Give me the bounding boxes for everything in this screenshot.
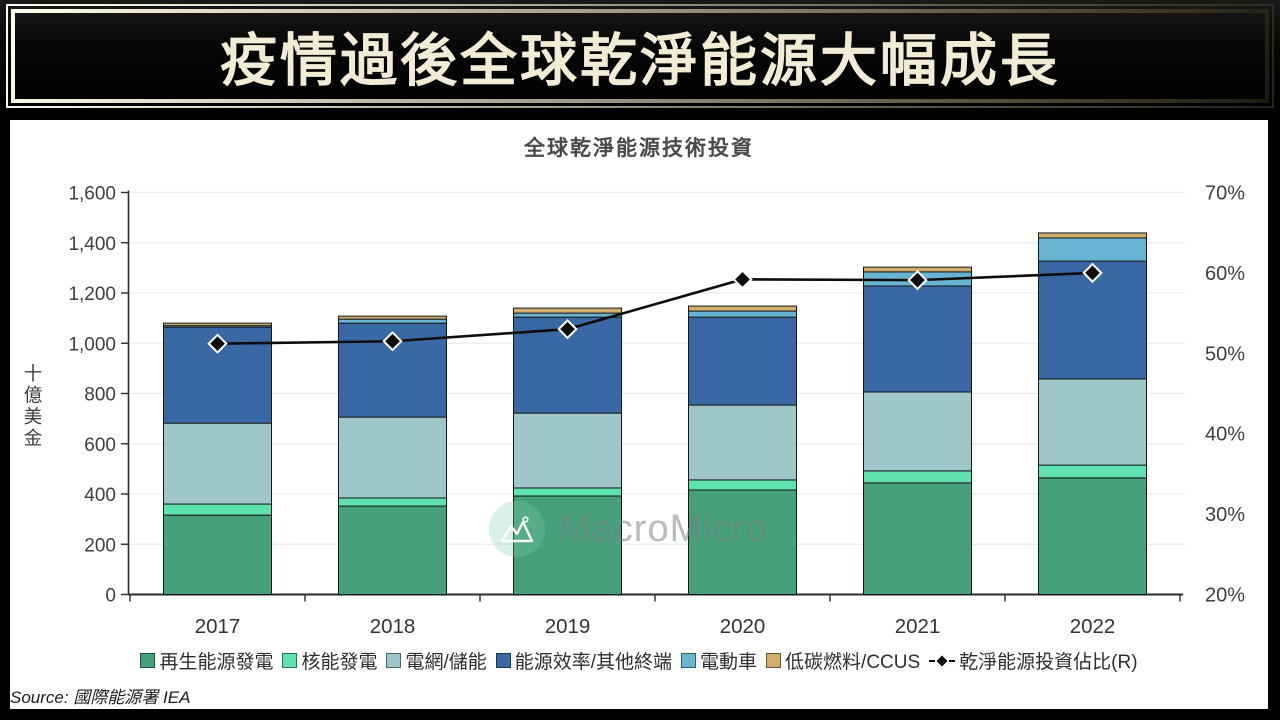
bar-segment-2022-低碳燃料/CCUS[interactable] xyxy=(1038,232,1147,239)
legend-label: 電網/儲能 xyxy=(405,652,487,673)
bar-segment-2020-低碳燃料/CCUS[interactable] xyxy=(688,305,797,312)
x-axis-year-label: 2020 xyxy=(720,615,766,638)
legend-swatch-icon xyxy=(282,653,298,668)
legend-label: 能源效率/其他終端 xyxy=(514,652,673,673)
bar-segment-2021-能源效率/其他終端[interactable] xyxy=(863,285,972,393)
share-line xyxy=(217,271,1093,345)
watermark-text: MacroMicro xyxy=(559,507,768,550)
bar-segment-2020-電網/儲能[interactable] xyxy=(688,404,797,481)
right-axis-tick: 40% xyxy=(1205,424,1245,446)
left-axis-tick: 400 xyxy=(84,485,116,506)
bar-segment-2020-能源效率/其他終端[interactable] xyxy=(688,316,797,406)
bar-segment-2019-再生能源發電[interactable] xyxy=(513,495,622,596)
left-axis-tick: 600 xyxy=(84,435,116,456)
left-axis-title-char: 十 xyxy=(24,363,43,384)
bar-segment-2019-電網/儲能[interactable] xyxy=(513,412,622,489)
stacked-bars xyxy=(163,232,1147,596)
bar-segment-2019-電動車[interactable] xyxy=(513,312,622,318)
bar-segment-2017-再生能源發電[interactable] xyxy=(163,514,272,595)
x-axis-year-label: 2017 xyxy=(195,615,241,638)
legend-swatch-icon xyxy=(495,653,511,668)
left-axis-title-char: 億 xyxy=(24,385,43,406)
x-axis-year-label: 2021 xyxy=(895,615,941,638)
bar-segment-2018-電動車[interactable] xyxy=(338,318,447,324)
share-diamond-2020[interactable] xyxy=(732,269,753,290)
left-axis-tick: 1,400 xyxy=(68,234,116,255)
legend-swatch-icon xyxy=(386,653,402,668)
legend-item-電網/儲能[interactable]: 電網/儲能 xyxy=(386,647,487,674)
legend-item-低碳燃料/CCUS[interactable]: 低碳燃料/CCUS xyxy=(766,647,920,674)
left-axis-tick: 0 xyxy=(105,586,116,607)
bar-segment-2018-核能發電[interactable] xyxy=(338,497,447,507)
bar-segment-2017-核能發電[interactable] xyxy=(163,503,272,516)
right-axis-tick: 30% xyxy=(1205,504,1245,526)
bar-segment-2018-低碳燃料/CCUS[interactable] xyxy=(338,315,447,320)
left-axis-title-char: 美 xyxy=(24,406,43,427)
legend-item-再生能源發電[interactable]: 再生能源發電 xyxy=(140,647,273,674)
legend-swatch-icon xyxy=(140,653,156,668)
page-title: 疫情過後全球乾淨能源大幅成長 xyxy=(220,29,1060,93)
bar-segment-2022-電動車[interactable] xyxy=(1038,237,1147,262)
x-axis-year-label: 2019 xyxy=(545,615,591,638)
bar-segment-2018-再生能源發電[interactable] xyxy=(338,505,447,595)
axes xyxy=(121,190,1183,602)
source-note: Source: 國際能源署 IEA xyxy=(10,688,191,707)
legend-label: 低碳燃料/CCUS xyxy=(785,652,921,673)
bar-segment-2022-核能發電[interactable] xyxy=(1038,464,1147,479)
share-diamond-2018[interactable] xyxy=(382,331,403,352)
gridlines xyxy=(130,191,1185,545)
legend-diamond-marker-icon xyxy=(929,654,956,668)
bar-segment-2018-電網/儲能[interactable] xyxy=(338,416,447,499)
bar-segment-2019-核能發電[interactable] xyxy=(513,487,622,497)
legend-swatch-icon xyxy=(766,653,782,668)
legend-label: 電動車 xyxy=(700,652,758,673)
legend-label: 乾淨能源投資佔比(R) xyxy=(959,652,1138,673)
legend-swatch-icon xyxy=(681,653,697,668)
share-diamond-2022[interactable] xyxy=(1082,262,1103,284)
bar-segment-2020-電動車[interactable] xyxy=(688,310,797,318)
bar-segment-2020-再生能源發電[interactable] xyxy=(688,489,797,596)
share-line-series xyxy=(207,262,1103,354)
left-axis-title-char: 金 xyxy=(24,428,43,449)
chart-legend: 再生能源發電 核能發電 電網/儲能 能源效率/其他終端 電動車 低碳燃料/CCUS 乾淨能源… xyxy=(10,647,1268,674)
bar-segment-2021-再生能源發電[interactable] xyxy=(863,482,972,596)
legend-item-乾淨能源投資佔比(R)[interactable]: 乾淨能源投資佔比(R) xyxy=(929,647,1138,674)
bar-segment-2022-電網/儲能[interactable] xyxy=(1038,378,1147,466)
share-diamond-2019[interactable] xyxy=(557,318,578,340)
bar-segment-2017-低碳燃料/CCUS[interactable] xyxy=(163,322,272,327)
legend-item-核能發電[interactable]: 核能發電 xyxy=(282,647,377,674)
x-axis-year-label: 2022 xyxy=(1070,615,1116,638)
left-axis-tick: 1,200 xyxy=(68,284,116,305)
bar-segment-2019-低碳燃料/CCUS[interactable] xyxy=(513,307,622,314)
bar-segment-2021-電網/儲能[interactable] xyxy=(863,391,972,472)
legend-item-電動車[interactable]: 電動車 xyxy=(681,647,757,674)
right-axis-tick: 60% xyxy=(1205,263,1245,285)
right-axis-tick: 50% xyxy=(1205,343,1245,365)
bar-segment-2017-電網/儲能[interactable] xyxy=(163,422,272,505)
legend-label: 再生能源發電 xyxy=(159,652,274,673)
share-diamond-2021[interactable] xyxy=(907,269,928,291)
axis-labels: 0 200 400 600 800 1,000 1,200 1,400 1,600 20% 30% 4… xyxy=(24,183,1246,639)
left-axis-tick: 1,600 xyxy=(68,184,116,205)
macromicro-logo-icon xyxy=(489,501,545,557)
right-axis-tick: 70% xyxy=(1205,183,1245,205)
legend-item-能源效率/其他終端[interactable]: 能源效率/其他終端 xyxy=(495,647,673,674)
bar-segment-2020-核能發電[interactable] xyxy=(688,479,797,491)
bar-segment-2022-再生能源發電[interactable] xyxy=(1038,477,1147,596)
chart-title: 全球乾淨能源技術投資 xyxy=(524,137,754,160)
legend-label: 核能發電 xyxy=(301,652,378,673)
watermark: MacroMicro xyxy=(489,501,767,557)
right-axis-tick: 20% xyxy=(1205,585,1245,607)
share-diamond-2017[interactable] xyxy=(207,333,228,354)
left-axis-tick: 200 xyxy=(84,535,116,556)
left-axis-tick: 800 xyxy=(84,385,116,406)
bar-segment-2021-核能發電[interactable] xyxy=(863,470,972,484)
x-axis-year-label: 2018 xyxy=(370,615,416,638)
left-axis-tick: 1,000 xyxy=(68,334,116,355)
